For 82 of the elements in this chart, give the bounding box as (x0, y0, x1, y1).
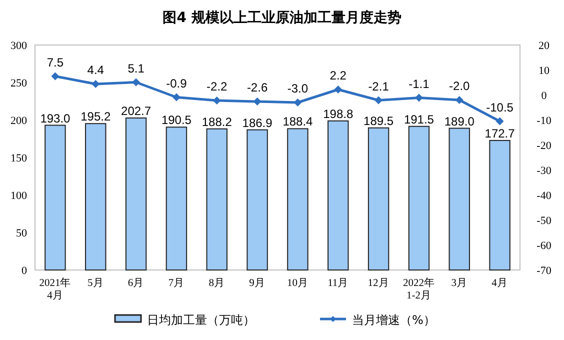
data-label: 7.5 (46, 55, 64, 70)
y2-tick-label: 20 (538, 40, 550, 52)
data-label: 191.5 (404, 112, 434, 126)
chart-title: 图4 规模以上工业原油加工量月度走势 (162, 9, 402, 26)
x-tick-label: 3月 (451, 277, 468, 289)
y2-tick-label: 10 (538, 65, 550, 77)
data-label: -1.1 (408, 76, 430, 91)
point (455, 96, 464, 104)
point (496, 117, 504, 126)
bar (408, 126, 430, 270)
bar (246, 129, 268, 270)
y-tick-label: 250 (10, 78, 28, 90)
x-tick-label: 10月 (286, 277, 308, 289)
data-label: 172.7 (484, 126, 516, 140)
y2-tick-label: -70 (536, 265, 552, 277)
y-tick-label: 50 (16, 228, 28, 240)
point (414, 94, 423, 102)
point (334, 86, 342, 94)
point (212, 96, 221, 104)
bar (85, 123, 106, 270)
bar (328, 120, 349, 270)
data-label: 190.5 (161, 113, 192, 128)
bar (125, 117, 147, 270)
legend-label: 日均加工量（万吨） (147, 313, 255, 327)
data-label: -3.0 (287, 82, 308, 96)
data-label: -10.5 (486, 100, 514, 114)
point (92, 80, 100, 88)
legend-label: 当月增速（%） (352, 313, 436, 327)
bar (287, 128, 308, 270)
data-label: -2.2 (206, 80, 228, 94)
x-tick-label: 8月 (208, 277, 225, 289)
legend: 当月增速（%） (320, 313, 436, 327)
data-label: 193.0 (40, 111, 71, 126)
point (51, 72, 60, 80)
y-tick-label: 200 (10, 115, 28, 127)
y2-tick-label: -30 (536, 165, 552, 177)
data-label: -2.6 (246, 80, 268, 94)
data-label: 189.0 (444, 114, 475, 128)
y2-tick-label: 0 (541, 90, 548, 102)
bar (368, 127, 390, 270)
y-tick-label: 150 (10, 152, 28, 164)
y-tick-label: 300 (10, 40, 28, 52)
bar (166, 126, 188, 270)
data-label: 198.8 (323, 106, 354, 121)
data-label: 4.4 (87, 63, 104, 77)
x-tick-label: 4月 (492, 277, 508, 289)
y2-tick-label: -60 (536, 240, 552, 252)
data-label: -0.9 (166, 76, 188, 90)
point (374, 96, 383, 104)
data-label: 2.2 (330, 68, 347, 82)
legend: 日均加工量（万吨） (114, 313, 255, 327)
x-tick-label: 11月 (328, 277, 349, 289)
x-tick-label: 2022年 1-2月 (402, 277, 435, 302)
x-tick-label: 9月 (249, 277, 266, 289)
y2-tick-label: -10 (536, 115, 552, 127)
data-label: 188.4 (282, 114, 314, 129)
x-tick-label: 7月 (168, 277, 185, 289)
y-tick-label: 0 (22, 265, 28, 277)
point (253, 98, 262, 106)
x-tick-label: 2021年 4月 (39, 277, 72, 302)
y-tick-label: 100 (10, 190, 28, 202)
data-label: 188.2 (202, 114, 232, 129)
y2-tick-label: -20 (536, 140, 552, 152)
y2-tick-label: -40 (536, 190, 552, 202)
x-tick-label: 6月 (128, 277, 144, 289)
bar (448, 128, 470, 270)
x-tick-label: 12月 (368, 277, 390, 289)
data-label: -2.0 (449, 79, 470, 93)
data-label: 189.5 (364, 114, 394, 128)
y2-tick-label: -50 (536, 215, 552, 227)
point (132, 78, 140, 86)
x-tick-label: 5月 (88, 277, 104, 289)
bar (44, 124, 66, 270)
data-label: -2.1 (368, 79, 390, 94)
point (172, 93, 180, 102)
data-label: 195.2 (80, 110, 111, 124)
data-label: 186.9 (242, 116, 273, 130)
data-label: 202.7 (121, 104, 152, 118)
bar (489, 140, 510, 270)
data-label: 5.1 (128, 61, 145, 76)
point (294, 98, 302, 106)
bar (206, 128, 228, 270)
